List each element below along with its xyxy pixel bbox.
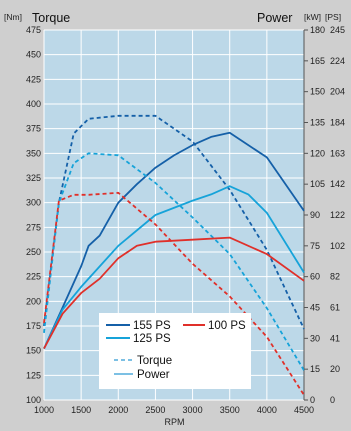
left-axis-unit: [Nm] [4, 12, 22, 22]
legend-100ps-label: 100 PS [208, 320, 246, 332]
axis-ticks: 1001251501752002252502753003253503754004… [26, 25, 345, 415]
power-line-125ps [43, 185, 305, 349]
right-axis-unit-kw: [kW] [304, 12, 321, 22]
torque-tick-375: 375 [26, 124, 41, 134]
rpm-tick-3500: 3500 [220, 405, 240, 415]
rpm-tick-4500: 4500 [294, 405, 314, 415]
power-ps-tick-2: 41 [330, 333, 340, 343]
power-ps-tick-0: 0 [330, 395, 335, 405]
x-axis-label: RPM [165, 417, 185, 427]
power-ps-tick-3: 61 [330, 303, 340, 313]
torque-tick-125: 125 [26, 370, 41, 380]
torque-axis-title: Torque [32, 11, 70, 25]
rpm-tick-4000: 4000 [257, 405, 277, 415]
legend-125ps-label: 125 PS [133, 333, 171, 345]
power-ps-tick-6: 122 [330, 210, 345, 220]
power-ps-tick-11: 224 [330, 56, 345, 66]
power-kw-tick-75: 75 [310, 241, 320, 251]
power-line-100ps [43, 236, 305, 350]
power-kw-tick-45: 45 [310, 303, 320, 313]
power-kw-tick-30: 30 [310, 333, 320, 343]
power-kw-tick-135: 135 [310, 118, 325, 128]
torque-tick-150: 150 [26, 346, 41, 356]
torque-tick-100: 100 [26, 395, 41, 405]
power-kw-tick-120: 120 [310, 148, 325, 158]
power-ps-tick-1: 20 [330, 364, 340, 374]
power-kw-tick-15: 15 [310, 364, 320, 374]
torque-tick-425: 425 [26, 74, 41, 84]
torque-tick-225: 225 [26, 272, 41, 282]
rpm-tick-2500: 2500 [145, 405, 165, 415]
rpm-tick-2000: 2000 [108, 405, 128, 415]
power-ps-tick-8: 163 [330, 148, 345, 158]
torque-line-125ps [43, 152, 305, 371]
power-ps-tick-7: 142 [330, 179, 345, 189]
power-ps-tick-12: 245 [330, 25, 345, 35]
power-kw-tick-0: 0 [310, 395, 315, 405]
series-lines [43, 114, 305, 396]
power-kw-tick-90: 90 [310, 210, 320, 220]
power-kw-tick-105: 105 [310, 179, 325, 189]
torque-tick-175: 175 [26, 321, 41, 331]
torque-tick-250: 250 [26, 247, 41, 257]
torque-tick-325: 325 [26, 173, 41, 183]
power-kw-tick-165: 165 [310, 56, 325, 66]
rpm-tick-1500: 1500 [71, 405, 91, 415]
power-kw-tick-60: 60 [310, 272, 320, 282]
legend-155ps-label: 155 PS [133, 320, 171, 332]
power-kw-tick-180: 180 [310, 25, 325, 35]
torque-tick-475: 475 [26, 25, 41, 35]
power-kw-tick-150: 150 [310, 87, 325, 97]
torque-tick-350: 350 [26, 148, 41, 158]
torque-tick-275: 275 [26, 222, 41, 232]
torque-tick-400: 400 [26, 99, 41, 109]
right-axis-unit-ps: [PS] [325, 12, 341, 22]
torque-tick-200: 200 [26, 296, 41, 306]
torque-tick-450: 450 [26, 50, 41, 60]
power-ps-tick-4: 82 [330, 272, 340, 282]
power-ps-tick-10: 204 [330, 87, 345, 97]
power-axis-title: Power [257, 11, 292, 25]
torque-tick-300: 300 [26, 198, 41, 208]
rpm-tick-1000: 1000 [34, 405, 54, 415]
power-ps-tick-9: 184 [330, 118, 345, 128]
rpm-tick-3000: 3000 [183, 405, 203, 415]
legend: 155 PS 125 PS 100 PS Torque Power [99, 313, 251, 389]
legend-power-label: Power [137, 369, 170, 381]
legend-torque-label: Torque [137, 355, 172, 367]
power-ps-tick-5: 102 [330, 241, 345, 251]
